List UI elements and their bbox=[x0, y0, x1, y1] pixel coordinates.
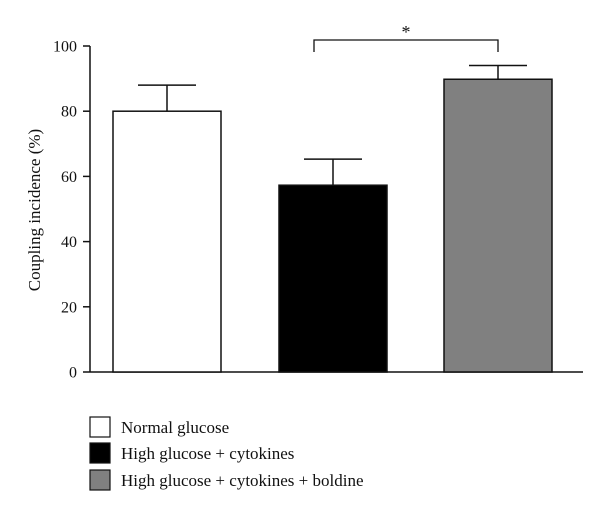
significance-bracket: * bbox=[313, 22, 499, 52]
bar bbox=[278, 184, 388, 373]
legend-label: Normal glucose bbox=[121, 418, 229, 437]
bar bbox=[112, 110, 222, 373]
legend-swatch bbox=[89, 416, 111, 438]
bar bbox=[443, 78, 553, 373]
legend-swatch bbox=[89, 469, 111, 491]
legend-label: High glucose + cytokines bbox=[121, 444, 294, 463]
bars bbox=[112, 78, 553, 373]
error-bar bbox=[469, 64, 527, 80]
legend-swatch bbox=[89, 442, 111, 464]
error-bar bbox=[138, 84, 196, 112]
legend-entry: Normal glucose bbox=[89, 416, 229, 438]
y-tick-label: 80 bbox=[61, 104, 77, 121]
significance-star: * bbox=[402, 22, 411, 42]
legend-label: High glucose + cytokines + boldine bbox=[121, 471, 364, 490]
y-tick-label: 40 bbox=[61, 234, 77, 251]
legend-entry: High glucose + cytokines bbox=[89, 442, 294, 464]
significance-annotations: * bbox=[313, 22, 499, 52]
error-bars bbox=[138, 64, 527, 186]
bracket-line bbox=[313, 39, 499, 52]
y-tick-label: 100 bbox=[53, 39, 77, 56]
y-tick-label: 20 bbox=[61, 299, 77, 316]
y-tick-label: 0 bbox=[69, 365, 77, 382]
legend-entry: High glucose + cytokines + boldine bbox=[89, 469, 364, 491]
error-bar bbox=[304, 158, 362, 186]
y-axis-title: Coupling incidence (%) bbox=[25, 129, 44, 291]
legend: Normal glucose High glucose + cytokines Hi… bbox=[89, 416, 364, 491]
y-tick-label: 60 bbox=[61, 169, 77, 186]
